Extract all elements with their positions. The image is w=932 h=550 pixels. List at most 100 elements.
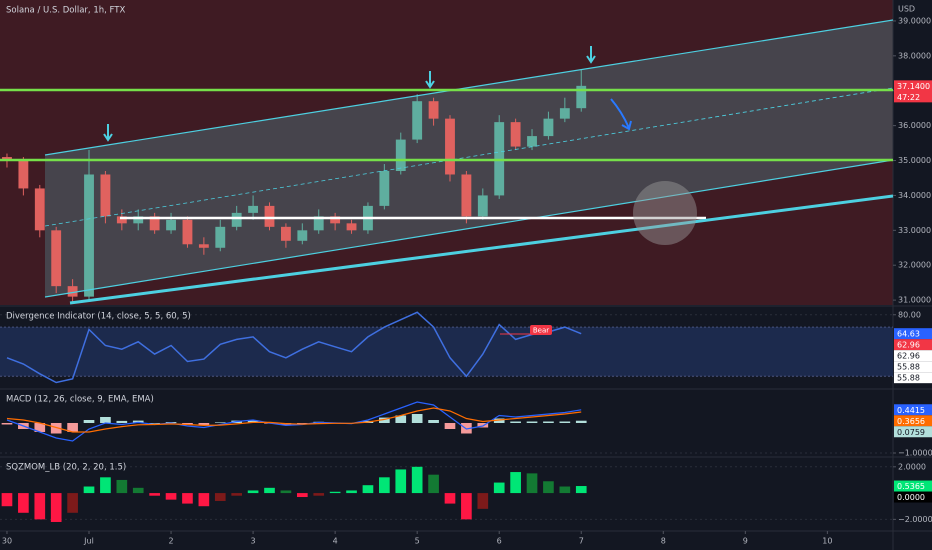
x-tick-label: 10 (822, 537, 832, 546)
histogram-bar (1, 493, 13, 507)
histogram-bar (50, 493, 62, 522)
y-tick-label: 80.00 (898, 310, 921, 319)
candle-body (428, 101, 439, 119)
price-tag-label: 55.88 (897, 374, 920, 383)
price-tag-label: 62.96 (897, 352, 920, 361)
down-arrow (586, 46, 596, 64)
y-tick-label: 33.0000 (898, 226, 931, 235)
series-line (6, 311, 582, 384)
candle-body (166, 219, 176, 231)
candle-body (477, 195, 488, 217)
histogram-bar (428, 420, 439, 423)
candle-body (543, 118, 554, 137)
candle-body (18, 160, 29, 189)
histogram-bar (83, 486, 95, 494)
price-tag (894, 426, 932, 438)
candle-body (445, 118, 455, 175)
price-tag-label: 0.4415 (897, 406, 925, 415)
price-tag (894, 80, 932, 103)
candle-body (313, 216, 324, 231)
histogram-bar (264, 487, 275, 494)
y-tick-label: 2.0000 (898, 462, 926, 471)
x-tick-label: Jul (83, 537, 94, 546)
series-line (6, 407, 582, 433)
price-tag-label: 37.1400 (897, 82, 930, 91)
histogram-bar (34, 493, 46, 520)
axes: Solana / U.S. Dollar, 1h, FTX 31.0000 3 2.0… (2, 5, 932, 546)
histogram-bar (214, 493, 226, 501)
histogram-bar (510, 421, 521, 423)
y-tick-label: 39.0000 (898, 16, 931, 25)
histogram-bar (149, 493, 160, 496)
histogram-bar (379, 477, 390, 494)
y-tick-label: 34.0000 (898, 191, 931, 200)
histogram-bar (67, 493, 78, 513)
histogram-bar (493, 482, 505, 494)
histogram-bar (362, 485, 374, 494)
price-tag (894, 480, 932, 492)
y-tick-label: 31.0000 (898, 296, 931, 305)
bear-label-box (530, 325, 552, 335)
price-tag-label: 0.5365 (897, 482, 925, 491)
candle-body (461, 174, 472, 217)
drawings: Bear (0, 19, 894, 335)
pane-title: Solana / U.S. Dollar, 1h, FTX (6, 6, 125, 16)
x-tick-label: 30 (2, 537, 12, 546)
pane-title: MACD (12, 26, close, 9, EMA, EMA) (6, 395, 154, 405)
histogram-bar (493, 418, 505, 423)
histogram-bar (214, 422, 226, 423)
histogram-bar (379, 417, 390, 423)
histogram-bar (395, 415, 407, 423)
down-arrow (103, 124, 113, 142)
candle-body (215, 226, 226, 248)
histogram-bar (149, 423, 160, 424)
y-tick-label: −2.0000 (898, 515, 932, 524)
candle-body (149, 216, 160, 231)
x-tick-label: 8 (661, 537, 666, 546)
histogram-bar (461, 423, 472, 434)
price-tag (894, 491, 932, 503)
histogram-bar (526, 421, 538, 423)
x-tick-label: 2 (169, 537, 174, 546)
candle-body (412, 101, 423, 140)
price-tag-label: 62.96 (897, 341, 920, 350)
histogram-bar (165, 493, 177, 500)
price-tag-label: 0.0759 (897, 428, 925, 437)
histogram-bar (67, 423, 78, 432)
candle-body (379, 170, 390, 206)
histogram-bar (510, 472, 521, 494)
histogram-bar (116, 479, 128, 494)
pane-title: SQZMOM_LB (20, 2, 20, 1.5) (6, 463, 126, 473)
highlight-circle (633, 181, 697, 245)
y-tick-label: 38.0000 (898, 51, 931, 60)
histogram-bar (280, 490, 292, 494)
channel-lower (44, 159, 894, 298)
histogram-bar (313, 493, 325, 496)
histogram-bar (477, 423, 489, 428)
series-line (6, 401, 582, 442)
price-tag (894, 372, 932, 384)
candle-body (527, 136, 537, 147)
y-tick-label: −1.0000 (898, 449, 932, 458)
price-tag-countdown: 47:22 (897, 93, 920, 102)
histogram-bar (575, 486, 587, 494)
histogram-bar (543, 481, 554, 494)
candle-body (346, 223, 357, 231)
histogram-bar (444, 493, 456, 504)
currency-label: USD (898, 5, 915, 14)
candle-body (559, 108, 570, 119)
price-tag (894, 328, 932, 340)
x-tick-label: 3 (251, 537, 256, 546)
histogram-bar (444, 423, 456, 429)
histogram-bar (575, 420, 587, 423)
histogram-bar (296, 493, 308, 498)
down-arrow (425, 71, 435, 89)
histogram-bar (411, 466, 423, 494)
candle-body (248, 205, 259, 213)
histogram-bar (477, 493, 489, 509)
price-tag-label: 0.3656 (897, 417, 925, 426)
candle-body (231, 212, 242, 227)
plot (0, 69, 893, 522)
x-tick-label: 9 (743, 537, 748, 546)
y-tick-label: 36.0000 (898, 121, 931, 130)
